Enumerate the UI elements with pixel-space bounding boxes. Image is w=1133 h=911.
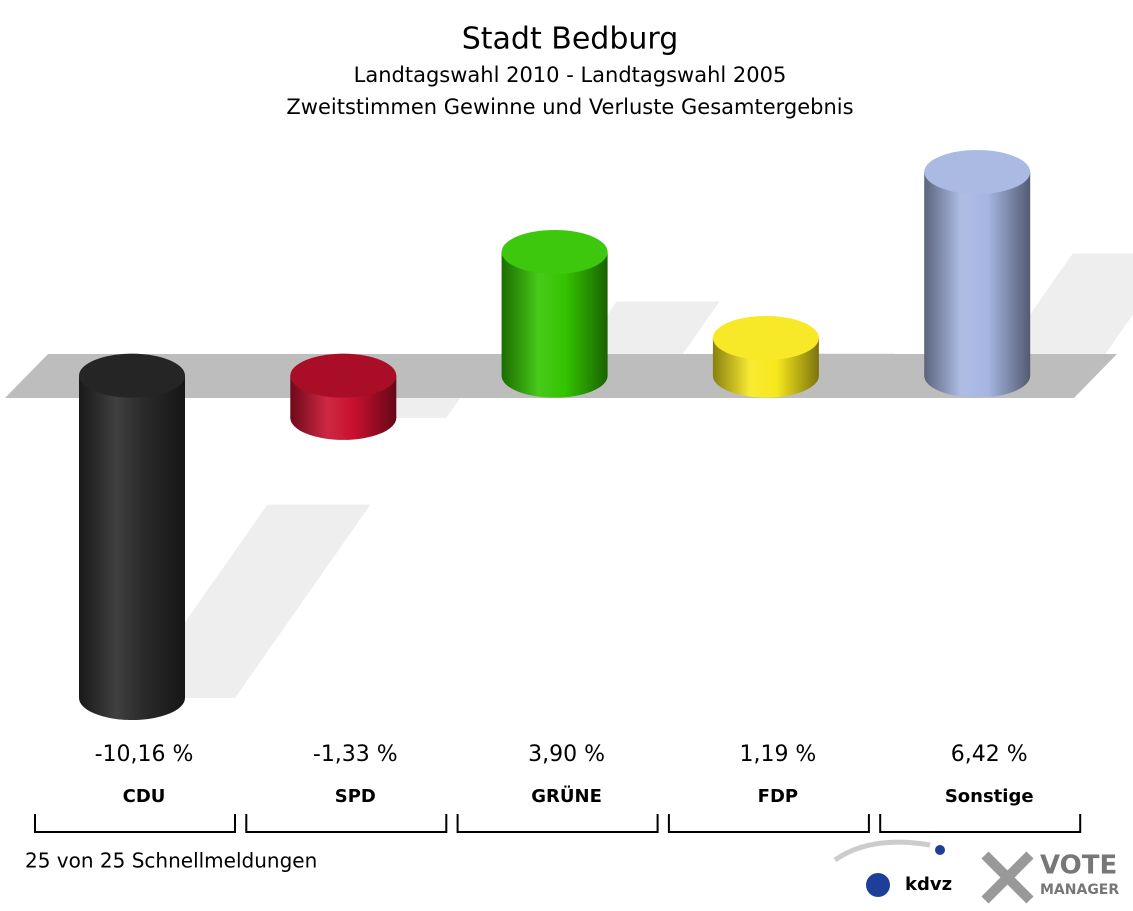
logo-text: MANAGER bbox=[1040, 882, 1119, 898]
bar-top bbox=[290, 353, 397, 398]
bar-top bbox=[712, 315, 819, 360]
x-tick-label: FDP bbox=[758, 786, 798, 807]
value-label: 6,42 % bbox=[951, 742, 1028, 767]
bar-top bbox=[924, 150, 1031, 194]
logo-text: VOTE bbox=[1040, 851, 1117, 881]
category-bracket bbox=[879, 814, 1082, 833]
chart-subtitle: Landtagswahl 2010 - Landtagswahl 2005 bbox=[354, 63, 787, 87]
x-tick-label: GRÜNE bbox=[531, 785, 602, 807]
bar bbox=[924, 172, 1031, 376]
category-bracket bbox=[34, 814, 236, 833]
footer-note: 25 von 25 Schnellmeldungen bbox=[25, 849, 317, 873]
logo-text: kdvz bbox=[905, 874, 952, 895]
bar-top bbox=[79, 353, 185, 398]
bar bbox=[79, 375, 185, 698]
bar-top bbox=[501, 229, 608, 274]
category-bracket bbox=[667, 814, 870, 833]
logo: kdvz VOTE MANAGER bbox=[833, 839, 1119, 904]
value-label: -1,33 % bbox=[313, 742, 398, 767]
x-tick-label: Sonstige bbox=[945, 786, 1034, 807]
value-label: 3,90 % bbox=[528, 742, 605, 767]
chart-title: Stadt Bedburg bbox=[462, 22, 679, 57]
value-label: -10,16 % bbox=[95, 742, 194, 767]
chart-subtitle: Zweitstimmen Gewinne und Verluste Gesamt… bbox=[286, 95, 853, 119]
x-tick-label: CDU bbox=[123, 786, 166, 807]
value-label: 1,19 % bbox=[739, 742, 816, 767]
category-bracket bbox=[456, 814, 659, 833]
bar-shadow bbox=[132, 504, 371, 698]
category-bracket bbox=[245, 814, 448, 833]
x-tick-label: SPD bbox=[335, 786, 376, 807]
